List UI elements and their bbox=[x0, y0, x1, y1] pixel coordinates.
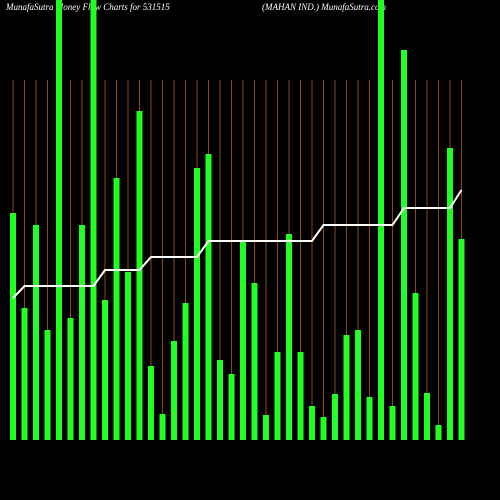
bar bbox=[33, 225, 39, 440]
bar bbox=[447, 148, 453, 440]
bar bbox=[171, 341, 177, 440]
bar bbox=[251, 283, 258, 440]
bar bbox=[378, 0, 384, 440]
bar bbox=[194, 168, 200, 440]
bar bbox=[90, 0, 97, 440]
bar bbox=[148, 366, 154, 440]
chart-title: MunafaSutra Money Flow Charts for 531515 bbox=[5, 2, 170, 12]
bar bbox=[309, 406, 315, 440]
bar bbox=[205, 154, 212, 440]
bar bbox=[136, 111, 143, 440]
bar bbox=[343, 335, 350, 440]
bar bbox=[401, 50, 407, 440]
bar bbox=[412, 293, 419, 440]
bar bbox=[79, 225, 85, 440]
bar bbox=[56, 0, 62, 440]
bar bbox=[159, 414, 166, 440]
bar bbox=[113, 178, 120, 440]
bar bbox=[424, 393, 430, 440]
chart-subtitle: (MAHAN IND.) MunafaSutra.com bbox=[262, 2, 386, 12]
bar bbox=[320, 417, 327, 440]
bar bbox=[458, 239, 465, 440]
bar bbox=[263, 415, 269, 440]
bar bbox=[125, 272, 131, 440]
bar bbox=[228, 374, 235, 440]
bar bbox=[102, 300, 108, 440]
bar bbox=[67, 318, 74, 440]
bar bbox=[240, 242, 246, 440]
bar bbox=[217, 360, 223, 440]
bar bbox=[274, 352, 281, 440]
bar bbox=[389, 406, 396, 440]
bar bbox=[21, 308, 28, 440]
bar bbox=[435, 425, 442, 440]
bar bbox=[332, 394, 338, 440]
bar bbox=[182, 303, 189, 440]
trend-line bbox=[12, 189, 463, 299]
bar bbox=[355, 330, 361, 440]
bar bbox=[44, 330, 51, 440]
bar bbox=[10, 213, 16, 440]
bar bbox=[286, 234, 292, 440]
bar bbox=[366, 397, 373, 440]
bar bbox=[297, 352, 304, 440]
